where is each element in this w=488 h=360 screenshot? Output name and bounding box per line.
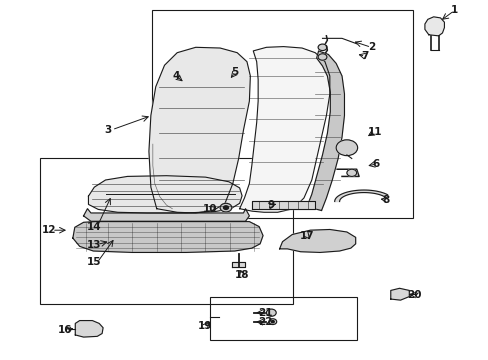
- Text: 10: 10: [203, 204, 217, 214]
- Text: 9: 9: [267, 200, 274, 210]
- Bar: [210, 297, 356, 339]
- Text: 15: 15: [87, 257, 102, 267]
- Text: 3: 3: [104, 125, 111, 135]
- Circle shape: [268, 319, 276, 324]
- Text: 16: 16: [58, 325, 73, 334]
- Text: 1: 1: [449, 5, 457, 15]
- Polygon shape: [239, 46, 329, 212]
- Text: 22: 22: [258, 318, 272, 327]
- Text: 19: 19: [197, 321, 211, 331]
- Bar: [40, 158, 293, 304]
- Polygon shape: [279, 229, 355, 252]
- Polygon shape: [306, 51, 344, 211]
- Polygon shape: [390, 288, 408, 300]
- Circle shape: [318, 44, 326, 50]
- Polygon shape: [83, 209, 249, 221]
- Text: 14: 14: [87, 222, 102, 231]
- Text: 2: 2: [367, 42, 374, 52]
- Text: 6: 6: [372, 159, 379, 169]
- Text: 21: 21: [258, 308, 272, 318]
- Circle shape: [223, 206, 228, 210]
- Text: 18: 18: [234, 270, 249, 280]
- Text: 12: 12: [42, 225, 57, 235]
- Circle shape: [335, 140, 357, 156]
- Circle shape: [271, 320, 274, 323]
- Text: 7: 7: [361, 51, 368, 61]
- Text: 5: 5: [231, 67, 238, 77]
- Polygon shape: [232, 262, 245, 267]
- Circle shape: [318, 54, 326, 60]
- Text: 4: 4: [172, 71, 180, 81]
- Text: 20: 20: [406, 290, 421, 300]
- Polygon shape: [334, 190, 387, 202]
- Polygon shape: [73, 222, 263, 252]
- Text: 11: 11: [367, 127, 382, 136]
- Circle shape: [346, 169, 356, 176]
- Polygon shape: [424, 17, 444, 36]
- Circle shape: [266, 309, 276, 316]
- Polygon shape: [149, 47, 250, 213]
- Circle shape: [220, 203, 231, 212]
- Text: 13: 13: [87, 239, 102, 249]
- Bar: [152, 10, 412, 218]
- Polygon shape: [251, 201, 315, 210]
- Text: 8: 8: [382, 195, 389, 205]
- Polygon shape: [88, 176, 242, 213]
- Text: 17: 17: [299, 231, 314, 240]
- Polygon shape: [75, 320, 103, 337]
